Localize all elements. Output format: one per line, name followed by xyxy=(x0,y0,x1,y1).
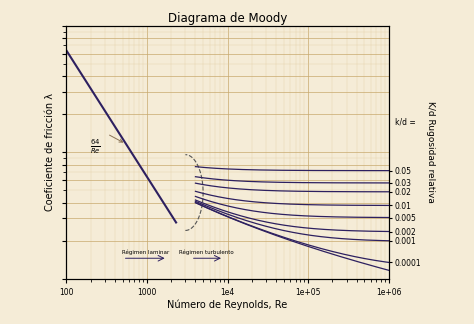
X-axis label: Número de Reynolds, Re: Número de Reynolds, Re xyxy=(167,299,288,310)
Text: k/d =: k/d = xyxy=(395,118,416,126)
Y-axis label: Coeficiente de fricción λ: Coeficiente de fricción λ xyxy=(45,93,55,211)
Text: $\frac{64}{Re}$: $\frac{64}{Re}$ xyxy=(90,138,101,156)
Text: Régimen turbulento: Régimen turbulento xyxy=(179,249,234,255)
Text: Régimen laminar: Régimen laminar xyxy=(121,249,169,255)
Y-axis label: K/d Rugosidad relativa: K/d Rugosidad relativa xyxy=(427,101,436,203)
Title: Diagrama de Moody: Diagrama de Moody xyxy=(168,12,287,25)
